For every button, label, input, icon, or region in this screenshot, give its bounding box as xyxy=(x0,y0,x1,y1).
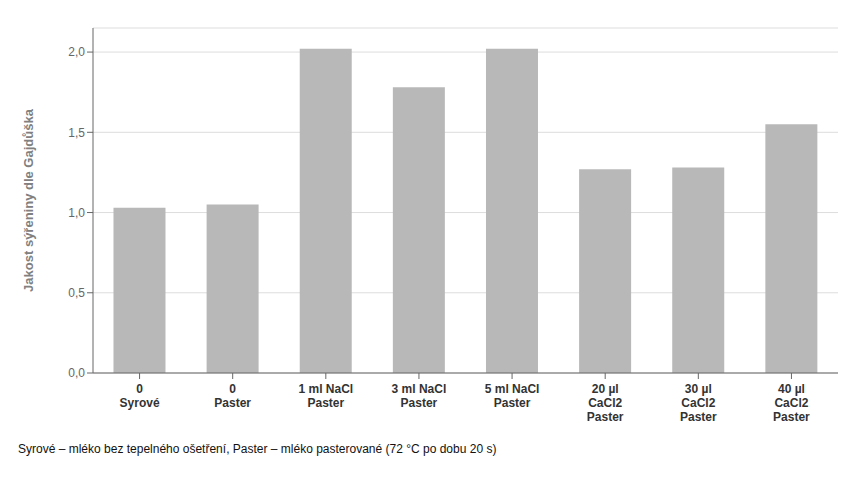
svg-text:0,5: 0,5 xyxy=(68,286,85,300)
svg-text:1 ml NaClPaster: 1 ml NaClPaster xyxy=(298,382,353,410)
svg-text:30 µlCaCl2Paster: 30 µlCaCl2Paster xyxy=(680,382,717,424)
svg-text:5 ml NaClPaster: 5 ml NaClPaster xyxy=(485,382,540,410)
svg-text:1,0: 1,0 xyxy=(68,206,85,220)
svg-text:20 µlCaCl2Paster: 20 µlCaCl2Paster xyxy=(587,382,624,424)
svg-text:Jakost sýřeniny dle Gajdůška: Jakost sýřeniny dle Gajdůška xyxy=(21,108,36,292)
html-text:Syrové – mléko bez tepelného o: Syrové – mléko bez tepelného ošetření, P… xyxy=(18,442,497,456)
svg-text:40 µlCaCl2Paster: 40 µlCaCl2Paster xyxy=(773,382,810,424)
svg-text:0Paster: 0Paster xyxy=(214,382,251,410)
svg-text:1,5: 1,5 xyxy=(68,126,85,140)
svg-text:0,0: 0,0 xyxy=(68,366,85,380)
svg-text:2,0: 2,0 xyxy=(68,45,85,59)
svg-text:0Syrové: 0Syrové xyxy=(120,382,160,410)
svg-text:3 ml NaClPaster: 3 ml NaClPaster xyxy=(392,382,447,410)
